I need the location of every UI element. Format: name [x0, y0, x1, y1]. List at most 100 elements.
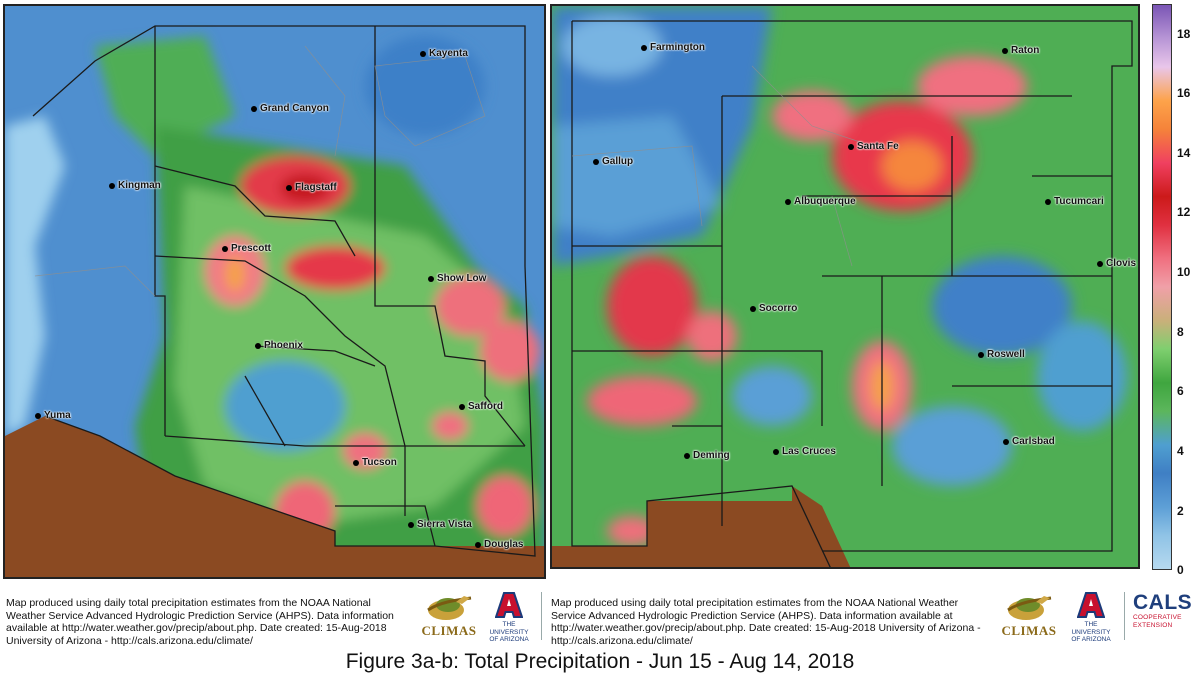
- city-dot: [641, 44, 647, 51]
- arizona-map-graphic: [5, 6, 544, 577]
- climas-logo: CLIMAS: [420, 592, 478, 638]
- city-label: Albuquerque: [794, 196, 856, 207]
- scale-tick: 14: [1177, 146, 1191, 160]
- city-safford: Safford: [459, 401, 503, 412]
- city-label: Kingman: [118, 180, 161, 191]
- city-dot: [750, 305, 756, 312]
- city-label: Roswell: [987, 349, 1025, 360]
- city-dot: [408, 521, 414, 528]
- cals-subtitle: COOPERATIVE EXTENSION: [1133, 614, 1197, 629]
- city-yuma: Yuma: [35, 410, 71, 421]
- new-mexico-map-caption: Map produced using daily total precipita…: [551, 597, 981, 647]
- cals-sub-line2: EXTENSION: [1133, 621, 1173, 629]
- city-dot: [1002, 47, 1008, 54]
- precipitation-color-scale: 18 16 14 12 10 8 6 4 2 0: [1152, 4, 1196, 577]
- city-label: Yuma: [44, 410, 71, 421]
- city-label: Phoenix: [264, 340, 303, 351]
- ua-line2: OF ARIZONA: [1071, 636, 1111, 643]
- city-dot: [428, 275, 434, 282]
- arizona-map-caption: Map produced using daily total precipita…: [6, 597, 394, 647]
- city-dot: [222, 245, 228, 252]
- city-grand-canyon: Grand Canyon: [251, 103, 329, 114]
- city-carlsbad: Carlsbad: [1003, 436, 1055, 447]
- arizona-precipitation-map: Kayenta Grand Canyon Kingman Flagstaff P…: [3, 4, 546, 579]
- city-tucson: Tucson: [353, 457, 397, 468]
- city-dot: [251, 105, 257, 112]
- city-dot: [684, 452, 690, 459]
- city-label: Clovis: [1106, 258, 1137, 269]
- city-label: Carlsbad: [1012, 436, 1055, 447]
- city-label: Santa Fe: [857, 141, 899, 152]
- climas-wordmark: CLIMAS: [421, 623, 477, 638]
- city-label: Sierra Vista: [417, 519, 472, 530]
- city-prescott: Prescott: [222, 243, 271, 254]
- new-mexico-map-graphic: [552, 6, 1138, 567]
- city-douglas: Douglas: [475, 539, 523, 550]
- city-label: Grand Canyon: [260, 103, 329, 114]
- university-of-arizona-logo: THE UNIVERSITY OF ARIZONA: [483, 591, 535, 644]
- city-label: Flagstaff: [295, 182, 337, 193]
- city-label: Deming: [693, 450, 730, 461]
- city-dot: [593, 158, 599, 165]
- city-phoenix: Phoenix: [255, 340, 303, 351]
- city-dot: [459, 403, 465, 410]
- ua-line1: THE UNIVERSITY: [489, 621, 529, 636]
- scale-tick: 12: [1177, 205, 1191, 219]
- climas-wordmark: CLIMAS: [1001, 623, 1057, 638]
- city-label: Raton: [1011, 45, 1040, 56]
- city-label: Prescott: [231, 243, 272, 254]
- ua-block-a-icon: [1077, 592, 1105, 618]
- city-dot: [255, 342, 261, 349]
- city-label: Tucumcari: [1054, 196, 1104, 207]
- city-dot: [420, 50, 426, 57]
- climas-logo: CLIMAS: [1000, 592, 1058, 638]
- city-albuquerque: Albuquerque: [785, 196, 856, 207]
- city-deming: Deming: [684, 450, 730, 461]
- divider: [1124, 592, 1125, 640]
- city-label: Farmington: [650, 42, 705, 53]
- city-dot: [109, 182, 115, 189]
- cals-wordmark: CALS: [1133, 591, 1193, 614]
- city-dot: [773, 448, 779, 455]
- city-label: Tucson: [362, 457, 397, 468]
- city-dot: [1003, 438, 1009, 445]
- city-gallup: Gallup: [593, 156, 633, 167]
- city-label: Socorro: [759, 303, 798, 314]
- city-dot: [1097, 260, 1103, 267]
- scale-tick: 2: [1177, 504, 1184, 518]
- ua-text: THE UNIVERSITY OF ARIZONA: [1065, 621, 1117, 644]
- city-raton: Raton: [1002, 45, 1039, 56]
- climas-logo-mark: [1007, 596, 1052, 620]
- city-dot: [286, 184, 292, 191]
- city-farmington: Farmington: [641, 42, 705, 53]
- cals-logo: CALS COOPERATIVE EXTENSION: [1133, 592, 1197, 642]
- city-dot: [1045, 198, 1051, 205]
- city-label: Show Low: [437, 273, 487, 284]
- ua-text: THE UNIVERSITY OF ARIZONA: [483, 621, 535, 644]
- city-sierra-vista: Sierra Vista: [408, 519, 472, 530]
- city-santa-fe: Santa Fe: [848, 141, 899, 152]
- climas-logo-mark: [427, 596, 472, 620]
- city-label: Douglas: [484, 539, 524, 550]
- city-label: Kayenta: [429, 48, 468, 59]
- city-flagstaff: Flagstaff: [286, 182, 337, 193]
- scale-tick: 18: [1177, 27, 1191, 41]
- city-clovis: Clovis: [1097, 258, 1136, 269]
- city-kingman: Kingman: [109, 180, 161, 191]
- divider: [541, 592, 542, 640]
- city-label: Safford: [468, 401, 503, 412]
- city-show-low: Show Low: [428, 273, 486, 284]
- city-dot: [848, 143, 854, 150]
- city-label: Gallup: [602, 156, 634, 167]
- city-kayenta: Kayenta: [420, 48, 468, 59]
- ua-line1: THE UNIVERSITY: [1071, 621, 1111, 636]
- scale-tick: 4: [1177, 444, 1184, 458]
- ua-block-a-icon: [495, 592, 523, 618]
- city-label: Las Cruces: [782, 446, 836, 457]
- scale-tick: 10: [1177, 265, 1191, 279]
- scale-tick: 16: [1177, 86, 1191, 100]
- city-dot: [785, 198, 791, 205]
- university-of-arizona-logo: THE UNIVERSITY OF ARIZONA: [1065, 591, 1117, 644]
- figure-title: Figure 3a-b: Total Precipitation - Jun 1…: [345, 650, 855, 673]
- new-mexico-precipitation-map: Farmington Raton Santa Fe Gallup Albuque…: [550, 4, 1140, 569]
